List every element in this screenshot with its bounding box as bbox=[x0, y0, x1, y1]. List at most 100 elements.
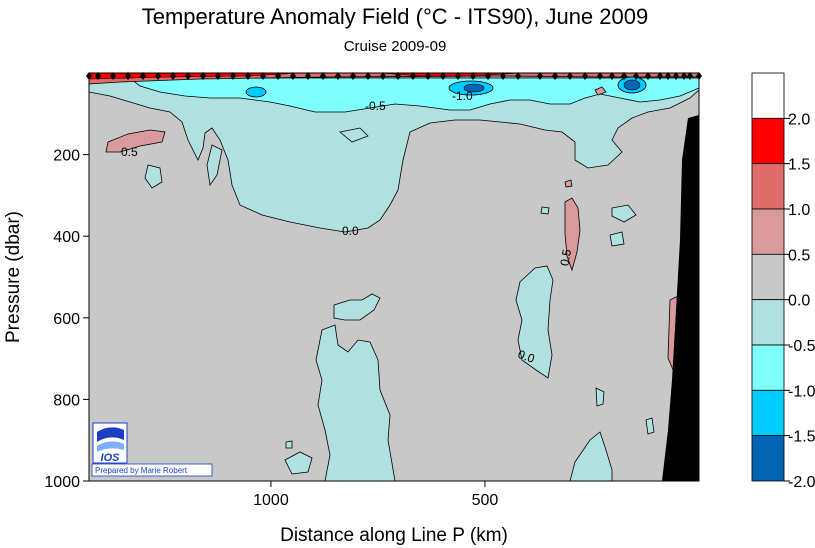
colorbar-bin bbox=[751, 208, 785, 255]
station-marker bbox=[567, 72, 573, 80]
station-marker bbox=[395, 72, 401, 80]
station-marker bbox=[155, 72, 161, 80]
y-tick-label: 600 bbox=[53, 311, 80, 328]
station-marker bbox=[455, 72, 461, 80]
station-marker bbox=[621, 72, 627, 80]
colorbar-bin bbox=[751, 435, 785, 482]
station-marker bbox=[645, 72, 651, 80]
station-markers bbox=[86, 72, 702, 80]
y-tick-label: 200 bbox=[53, 148, 80, 165]
station-marker bbox=[275, 72, 281, 80]
x-tick-label: 500 bbox=[472, 492, 499, 509]
station-marker bbox=[582, 72, 588, 80]
colorbar-label: -1.5 bbox=[788, 429, 815, 446]
x-axis-label: Distance along Line P (km) bbox=[280, 525, 508, 546]
region-positive bbox=[594, 86, 607, 96]
colorbar: 2.0 1.5 1.0 0.5 0.0 -0.5 -1.0 -1.5 -2.0 bbox=[751, 72, 815, 491]
ios-logo: IOS Prepared by Marie Robert bbox=[91, 422, 213, 477]
station-marker bbox=[95, 72, 101, 80]
region-positive bbox=[564, 197, 581, 272]
station-marker bbox=[470, 72, 476, 80]
station-marker bbox=[687, 72, 693, 80]
station-marker bbox=[500, 72, 506, 80]
station-marker bbox=[673, 72, 679, 80]
region-negative-deep bbox=[285, 440, 293, 449]
x-axis: 1000 500 bbox=[253, 481, 498, 509]
station-marker bbox=[335, 72, 341, 80]
colorbar-label: 1.5 bbox=[788, 157, 810, 174]
y-tick-label: 400 bbox=[53, 229, 80, 246]
colorbar-bin bbox=[751, 117, 785, 165]
region-negative-patch bbox=[339, 127, 369, 143]
region-negative-patch bbox=[611, 204, 637, 223]
credit-text: Prepared by Marie Robert bbox=[95, 466, 188, 475]
station-marker bbox=[245, 72, 251, 80]
station-marker bbox=[86, 72, 92, 80]
station-marker bbox=[110, 72, 116, 80]
ios-logo-text: IOS bbox=[101, 452, 121, 464]
station-marker bbox=[200, 72, 206, 80]
station-marker bbox=[290, 72, 296, 80]
station-marker bbox=[425, 72, 431, 80]
station-marker bbox=[665, 72, 671, 80]
station-marker bbox=[215, 72, 221, 80]
region-negative-max bbox=[623, 79, 641, 91]
region-negative-patch bbox=[609, 231, 625, 247]
plot-frame bbox=[88, 72, 700, 482]
colorbar-bin bbox=[751, 344, 785, 391]
station-marker bbox=[609, 72, 615, 80]
bathymetry-seafloor bbox=[662, 115, 699, 481]
station-marker bbox=[597, 72, 603, 80]
y-axis: 200 400 600 800 1000 bbox=[44, 148, 89, 491]
colorbar-label: 1.0 bbox=[788, 202, 810, 219]
region-negative-patch bbox=[645, 417, 655, 435]
colorbar-bin bbox=[751, 72, 785, 119]
colorbar-label: 0.0 bbox=[788, 293, 810, 310]
station-marker bbox=[230, 72, 236, 80]
y-tick-label: 1000 bbox=[44, 474, 80, 491]
region-negative-deep bbox=[284, 451, 313, 475]
station-marker bbox=[537, 72, 543, 80]
station-marker bbox=[380, 72, 386, 80]
region-negative-deep bbox=[333, 293, 381, 321]
region-positive bbox=[105, 129, 166, 153]
contour-label: -1.0 bbox=[452, 89, 473, 103]
x-tick-label: 1000 bbox=[253, 492, 289, 509]
y-axis-label: Pressure (dbar) bbox=[3, 211, 24, 343]
station-marker bbox=[633, 72, 639, 80]
station-marker bbox=[305, 72, 311, 80]
region-negative-patch bbox=[144, 164, 163, 189]
station-marker bbox=[410, 72, 416, 80]
colorbar-label: -0.5 bbox=[788, 338, 815, 355]
region-negative-max bbox=[463, 83, 485, 93]
region-negative-deep bbox=[515, 265, 554, 379]
contour-label: 0.5 bbox=[557, 248, 574, 267]
region-negative-mid bbox=[128, 77, 699, 113]
region-negative-deep bbox=[315, 324, 396, 481]
station-marker bbox=[350, 72, 356, 80]
contour-label: 0.0 bbox=[516, 347, 537, 366]
station-marker bbox=[185, 72, 191, 80]
station-marker bbox=[552, 72, 558, 80]
colorbar-bin bbox=[751, 389, 785, 437]
colorbar-bin bbox=[751, 163, 785, 210]
region-negative-patch bbox=[540, 206, 550, 215]
chart-subtitle: Cruise 2009-09 bbox=[343, 38, 447, 55]
contour-label: 0.5 bbox=[121, 145, 138, 159]
station-marker bbox=[320, 72, 326, 80]
chart-title: Temperature Anomaly Field (°C - ITS90), … bbox=[141, 4, 649, 29]
station-marker bbox=[365, 72, 371, 80]
region-negative-patch bbox=[206, 144, 223, 187]
colorbar-bin bbox=[751, 299, 785, 346]
station-marker bbox=[681, 72, 687, 80]
region-negative-surface bbox=[89, 77, 699, 233]
anomaly-field bbox=[89, 73, 699, 481]
colorbar-label: -1.0 bbox=[788, 383, 815, 400]
y-tick-label: 800 bbox=[53, 392, 80, 409]
region-positive bbox=[564, 179, 573, 188]
colorbar-label: 0.5 bbox=[788, 247, 810, 264]
station-marker bbox=[140, 72, 146, 80]
contour-label: -0.5 bbox=[365, 99, 386, 113]
colorbar-label: 2.0 bbox=[788, 111, 810, 128]
